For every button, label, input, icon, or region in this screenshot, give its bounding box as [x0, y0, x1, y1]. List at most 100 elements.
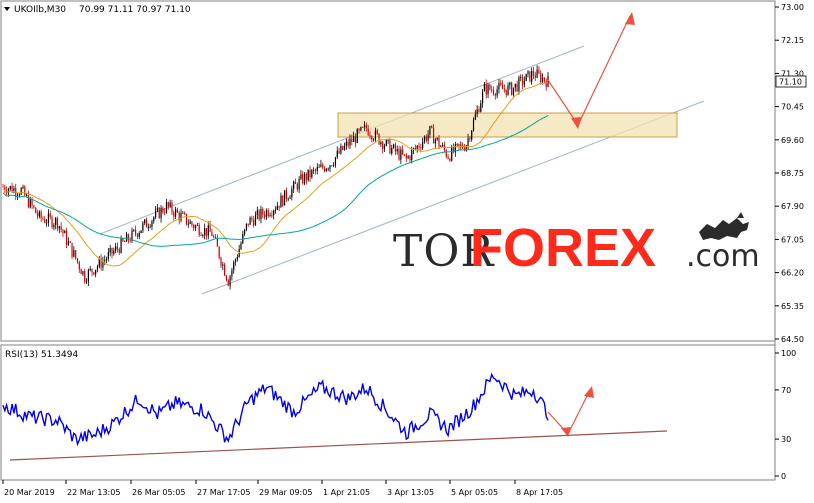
candle-body: [164, 212, 166, 214]
candle-body: [122, 238, 124, 242]
candle-body: [432, 127, 435, 144]
candle-body: [303, 173, 306, 184]
forecast-arrow-up-head: [625, 12, 635, 25]
candle-body: [402, 149, 404, 155]
candle-body: [31, 198, 33, 206]
candle-body: [145, 219, 148, 228]
candle-body: [545, 81, 547, 87]
candle-body: [367, 128, 369, 136]
rsi-forecast-arrow: [547, 386, 594, 437]
candle-body: [458, 143, 460, 147]
candle-body: [547, 75, 549, 87]
candle-body: [531, 71, 533, 82]
candle-body: [204, 228, 206, 236]
candle-body: [538, 69, 540, 74]
time-tick-label: 22 Mar 13:05: [67, 488, 120, 497]
candle-body: [302, 174, 304, 184]
candle-body: [280, 195, 282, 208]
candle-body: [323, 167, 326, 172]
symbol-dropdown-icon[interactable]: [4, 7, 10, 11]
candle-body: [75, 250, 77, 259]
candle-body: [224, 264, 226, 276]
candle-body: [482, 91, 484, 104]
candle-body: [478, 109, 480, 112]
price-tick-label: 73.00: [781, 3, 804, 12]
candle-body: [373, 139, 375, 141]
candle-body: [331, 165, 333, 167]
candle-body: [409, 156, 411, 161]
price-panel: [0, 0, 776, 342]
candle-body: [20, 188, 22, 195]
watermark-tor: TOR: [393, 226, 495, 277]
candle-body: [211, 231, 213, 237]
ohlc-values: 70.99 71.11 70.97 71.10: [79, 5, 191, 15]
candle-body: [403, 154, 406, 156]
candle-body: [198, 225, 200, 235]
candle-body: [82, 271, 84, 275]
candle-body: [380, 141, 382, 145]
candle-body: [314, 169, 317, 171]
candle-body: [360, 127, 362, 131]
candle-body: [414, 148, 416, 150]
candle-body: [358, 129, 360, 131]
candle-body: [480, 103, 482, 112]
time-tick-label: 8 Apr 17:05: [516, 488, 563, 497]
candle-body: [427, 134, 429, 141]
current-price-box: [775, 75, 807, 88]
candle-body: [445, 150, 447, 157]
candle-body: [307, 169, 309, 181]
candle-body: [245, 223, 248, 230]
candle-body: [151, 220, 153, 227]
candle-body: [287, 198, 289, 200]
candle-body: [278, 205, 280, 208]
candle-body: [236, 257, 238, 260]
candle-body: [138, 233, 140, 237]
candle-body: [491, 89, 493, 91]
candle-body: [294, 181, 297, 184]
candle-body: [116, 246, 119, 250]
candle-body: [276, 205, 278, 210]
candle-body: [184, 212, 186, 214]
candle-body: [489, 84, 491, 90]
candle-body: [58, 226, 60, 229]
candle-body: [351, 138, 353, 142]
rsi-tick-label: 100: [781, 349, 796, 358]
candle-body: [187, 223, 189, 225]
candle-body: [485, 83, 487, 95]
candle-body: [62, 229, 64, 234]
candle-body: [343, 145, 346, 150]
bull-bear-icon: [699, 212, 749, 240]
chart-header: UKOIlb,M30 70.99 71.11 70.97 71.10: [4, 5, 191, 15]
candle-body: [231, 270, 233, 277]
candle-body: [431, 126, 433, 128]
candle-body: [498, 83, 500, 90]
candle-body: [298, 178, 300, 190]
candle-body: [363, 124, 366, 128]
candle-body: [474, 114, 476, 120]
price-tick-label: 64.50: [781, 335, 804, 344]
candle-body: [64, 230, 66, 234]
watermark-logo: TOR FOREX .com: [393, 212, 760, 278]
candle-body: [191, 221, 193, 225]
candle-body: [100, 258, 102, 268]
candle-body: [29, 198, 31, 208]
price-tick-label: 70.45: [781, 103, 804, 112]
candle-body: [336, 150, 338, 158]
candle-body: [167, 202, 169, 207]
candle-body: [254, 214, 257, 226]
candle-body: [218, 246, 220, 258]
candle-body: [451, 146, 453, 161]
candle-body: [85, 281, 88, 283]
candle-body: [71, 242, 73, 257]
candle-body: [194, 225, 197, 229]
candle-body: [376, 130, 378, 134]
candle-body: [394, 144, 396, 152]
candle-body: [320, 164, 322, 167]
candle-body: [289, 197, 291, 199]
candle-body: [120, 238, 122, 253]
rsi-tick-label: 70: [781, 386, 791, 395]
candle-body: [285, 190, 287, 199]
candle-body: [256, 210, 258, 215]
candle-body: [46, 222, 48, 224]
watermark-com: .com: [686, 239, 760, 274]
